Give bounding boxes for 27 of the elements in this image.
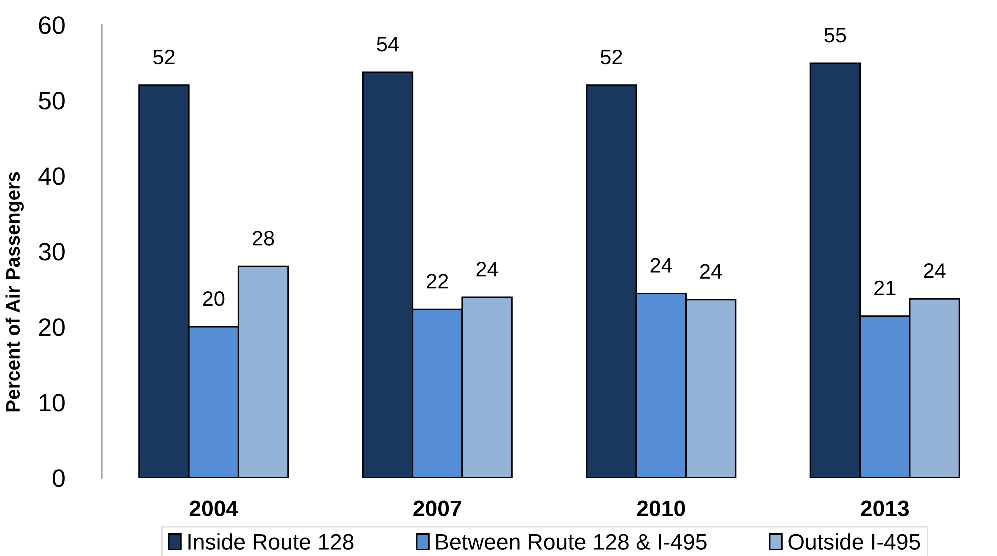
legend-label: Inside Route 128 <box>188 534 354 550</box>
y-tick-label: 20 <box>39 318 65 336</box>
data-label: 22 <box>427 274 448 289</box>
y-tick-label: 50 <box>39 92 65 110</box>
data-label: 24 <box>650 258 672 273</box>
data-label: 24 <box>476 262 498 277</box>
legend-label: Outside I-495 <box>788 534 920 550</box>
legend-label: Between Route 128 & I-495 <box>436 534 707 550</box>
data-label: 20 <box>203 291 225 306</box>
y-tick-label: 60 <box>39 16 65 34</box>
y-tick-label: 30 <box>39 243 65 261</box>
data-label: 28 <box>253 231 274 246</box>
data-label: 24 <box>924 264 946 278</box>
y-tick-label: 10 <box>40 394 65 412</box>
data-label: 21 <box>874 280 896 296</box>
data-label: 54 <box>377 37 399 52</box>
data-label: 52 <box>153 50 175 65</box>
data-label: 24 <box>700 264 722 279</box>
y-axis-title: Percent of Air Passengers <box>6 172 24 412</box>
x-tick-label: 2010 <box>637 500 686 517</box>
y-tick-label: 0 <box>52 470 65 488</box>
y-tick-label: 40 <box>38 168 65 186</box>
x-tick-label: 2007 <box>414 500 462 517</box>
x-tick-label: 2013 <box>861 500 910 517</box>
data-label: 52 <box>600 50 622 65</box>
data-label: 55 <box>824 28 846 43</box>
x-tick-label: 2004 <box>190 500 238 517</box>
